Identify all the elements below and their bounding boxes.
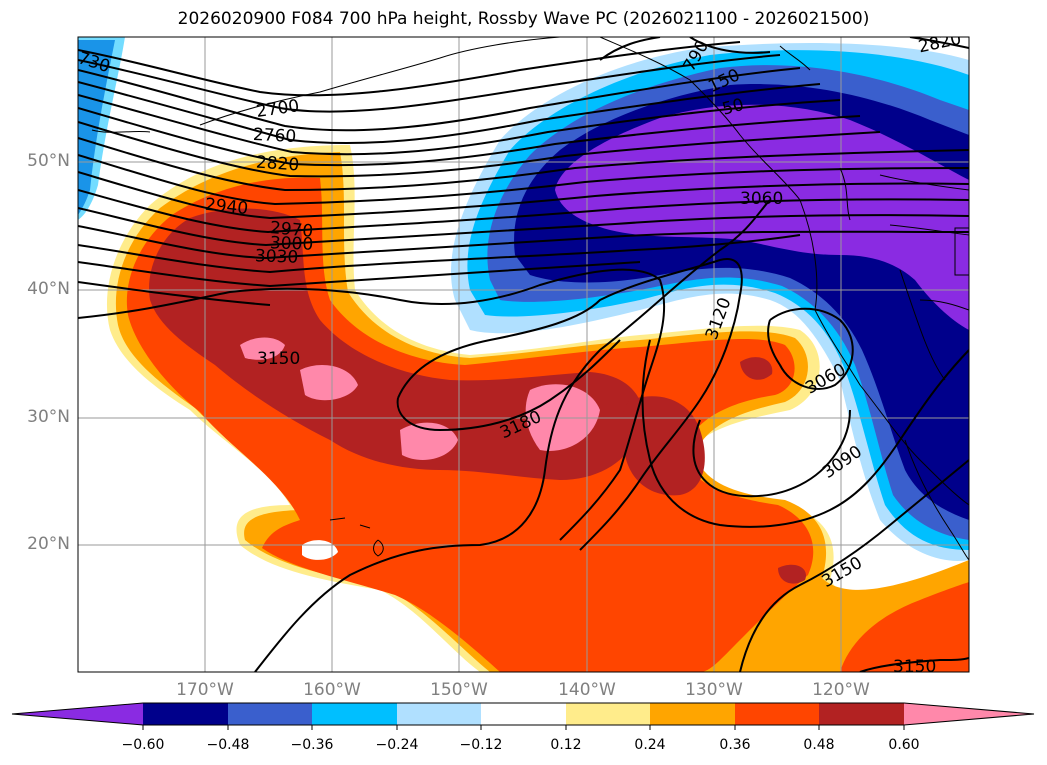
lat-label: 30°N [27, 407, 70, 427]
colorbar-tick-label: −0.12 [459, 737, 503, 753]
contour-label: 2940 [204, 195, 249, 219]
colorbar-tick-label: 0.36 [719, 737, 751, 753]
contour-label: 2970 [269, 218, 314, 242]
colorbar-tick-label: −0.24 [375, 737, 419, 753]
lat-label: 40°N [27, 279, 70, 299]
colorbar-tick-label: −0.48 [206, 737, 250, 753]
colorbar-tick-label: 0.12 [550, 737, 582, 753]
shade-firebrick [149, 208, 643, 480]
height-contours [78, 37, 969, 672]
colorbar-extend-low [12, 703, 143, 725]
lon-label: 140°W [558, 680, 616, 700]
colorbar-bin [397, 703, 481, 725]
colorbar-bin [481, 703, 566, 725]
shade-firebrick-small-1 [740, 357, 773, 380]
colorbar-bin [735, 703, 819, 725]
lon-label: 160°W [303, 680, 361, 700]
colorbar-bin [566, 703, 650, 725]
lon-label: 120°W [812, 680, 870, 700]
lon-label: 170°W [176, 680, 234, 700]
lon-label: 150°W [430, 680, 488, 700]
map-field: 730 2700 2760 2820 2940 2970 3000 3030 3… [78, 37, 969, 677]
coastlines [91, 37, 969, 561]
colorbar-tick-label: −0.60 [121, 737, 165, 753]
shade-pink-2 [300, 365, 358, 401]
colorbar [11, 702, 1035, 730]
lat-label: 50°N [27, 151, 70, 171]
shade-pink-3 [400, 422, 458, 460]
contour-label: 2820 [255, 152, 300, 175]
lat-label: 20°N [27, 534, 70, 554]
contour-label: 3060 [740, 189, 783, 209]
colorbar-bin [819, 703, 904, 725]
colorbar-tick-label: 0.24 [634, 737, 666, 753]
shade-firebrick-small-2 [778, 564, 806, 584]
contour-label: 3150 [257, 349, 300, 369]
contour-label: 3150 [893, 657, 936, 677]
colorbar-bin [228, 703, 312, 725]
graticule [78, 37, 969, 672]
colorbar-bin [650, 703, 735, 725]
colorbar-tick-label: −0.36 [290, 737, 334, 753]
shade-southeast [840, 582, 969, 672]
colorbar-tick-label: 0.48 [803, 737, 835, 753]
colorbar-extend-high [904, 703, 1034, 725]
map-frame [77, 36, 970, 673]
map-title: 2026020900 F084 700 hPa height, Rossby W… [177, 9, 870, 29]
contour-label: 2760 [252, 125, 296, 147]
colorbar-bin [312, 703, 397, 725]
colorbar-bin [143, 703, 228, 725]
shade-pink-1 [240, 337, 285, 360]
contour-label: 3000 [270, 233, 314, 254]
contour-label: 3030 [255, 246, 299, 267]
lon-label: 130°W [685, 680, 743, 700]
colorbar-tick-label: 0.60 [888, 737, 920, 753]
